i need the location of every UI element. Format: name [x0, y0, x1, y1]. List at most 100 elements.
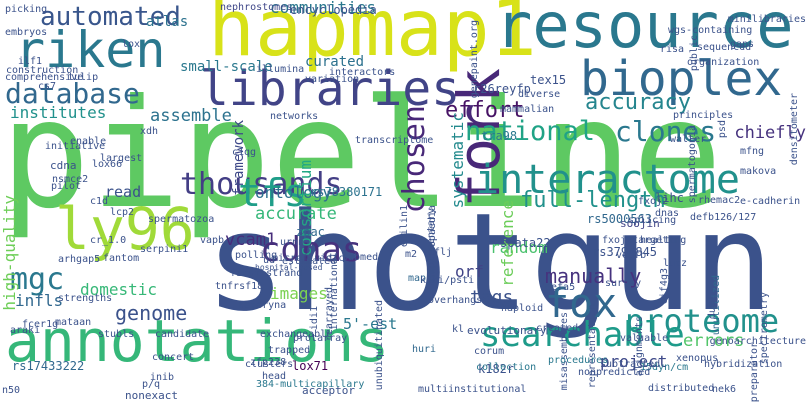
word-91: preparator [749, 341, 760, 402]
word-73: makova [740, 166, 777, 177]
word-72: rhemac2 [698, 195, 741, 206]
word-82: haploid [501, 303, 544, 314]
word-77: evolutionary [467, 324, 547, 337]
word-161: ilf1 [18, 56, 43, 67]
word-120: cr_1.0 [90, 235, 127, 246]
word-1: shotgun [205, 184, 774, 341]
word-177: genoarchitecture [709, 336, 806, 347]
word-6: riken [15, 21, 166, 79]
word-144: survey [605, 278, 642, 289]
word-103: p/q [142, 379, 161, 390]
word-123: tnfrsf18 [215, 281, 264, 292]
word-47: project [600, 352, 668, 371]
word-176: strengths [58, 293, 113, 304]
word-36: images [270, 284, 328, 303]
word-145: dnas [655, 208, 680, 219]
word-52: atlas [146, 14, 189, 30]
word-18: fox [545, 281, 618, 327]
word-188: psd [717, 120, 728, 139]
word-41: ontology [255, 183, 333, 202]
word-110: c1qg [232, 147, 257, 158]
word-113: c1d [90, 196, 109, 207]
word-88: subtracted [600, 359, 661, 370]
word-39: institutes [10, 103, 107, 122]
word-108: largest [100, 153, 143, 164]
word-129: candidate [155, 329, 210, 340]
word-45: orf [455, 262, 484, 281]
word-99: inib [150, 372, 175, 383]
word-150: networks [270, 111, 319, 122]
word-90: hybridization [704, 359, 783, 370]
word-124: kateryna [238, 300, 287, 311]
word-56: rs3794845 [592, 245, 658, 259]
word-128: stubls [98, 329, 135, 340]
word-106: cdna [50, 159, 77, 172]
word-26: curated [305, 54, 365, 70]
word-115: spermatozoa [148, 214, 215, 225]
word-59: lox71 [292, 359, 329, 373]
word-163: picking [5, 4, 48, 15]
word-4: annotations [5, 307, 390, 375]
word-79: huri [412, 344, 437, 355]
word-157: illumina [256, 64, 305, 75]
word-186: m2 [405, 249, 418, 260]
word-127: fcer1g [22, 319, 59, 330]
word-175: concert [152, 352, 195, 363]
word-100: 384-multicapillary [256, 379, 365, 390]
word-76: spectrometry [759, 292, 770, 365]
word-93: nek6 [712, 384, 737, 395]
word-71: defb126/127 [690, 212, 757, 223]
word-121: serpini1 [140, 244, 189, 255]
word-174: hospital-based [255, 263, 323, 272]
word-187: ud [263, 255, 276, 266]
word-138: flj [434, 247, 453, 258]
word-112: pilot [51, 181, 82, 192]
word-27: full-length [520, 188, 666, 213]
word-185: kl [452, 324, 465, 335]
word-14: automated [40, 2, 181, 32]
word-83: created [536, 323, 579, 334]
word-24: communities [270, 0, 376, 17]
word-153: mammalian [500, 104, 555, 115]
word-109: xdh [140, 126, 159, 137]
word-146: splicing [628, 215, 677, 226]
word-63: tex15 [530, 73, 567, 87]
word-101: zfp238 [250, 357, 287, 368]
word-16: clones [615, 115, 717, 148]
word-23: accuracy [585, 90, 691, 115]
word-95: xenopus [676, 353, 719, 364]
word-92: distributed [648, 383, 715, 394]
word-191: pubmed [342, 252, 379, 263]
word-167: sequenced [697, 42, 752, 53]
word-183: cd [408, 301, 421, 312]
word-57: rs5000563 [587, 212, 653, 226]
word-30: effort [445, 98, 525, 123]
word-172: densitometer [789, 93, 800, 166]
word-21: mgc [10, 262, 65, 297]
word-193: urnn [280, 237, 305, 248]
word-169: minilibraries [727, 14, 806, 25]
word-98: nonexact [125, 389, 178, 402]
word-44: vcam1 [225, 230, 277, 250]
word-54: nephrostomes [220, 2, 293, 13]
word-62: r26reyfp [473, 82, 531, 96]
word-74: e-cadherin [740, 196, 801, 207]
word-122: first-strand [230, 268, 303, 279]
word-33: random [490, 238, 548, 257]
word-34: genome [115, 301, 188, 325]
word-114: lcp2 [110, 207, 135, 218]
word-105: initiative [45, 141, 106, 152]
word-102: head [262, 371, 287, 382]
word-67: lihc [655, 191, 684, 205]
word-80: collection [476, 362, 537, 373]
word-137: overhangs [428, 295, 483, 306]
word-13: database [5, 77, 140, 110]
word-178: dual [707, 295, 718, 320]
word-89: procedures [548, 355, 609, 366]
word-20: chosen [397, 105, 432, 214]
word-69: fxoj2 [638, 196, 669, 207]
word-97: multiinstitutional [418, 384, 527, 395]
word-7: ly96 [55, 195, 195, 263]
word-58: rs17433222 [12, 359, 85, 373]
